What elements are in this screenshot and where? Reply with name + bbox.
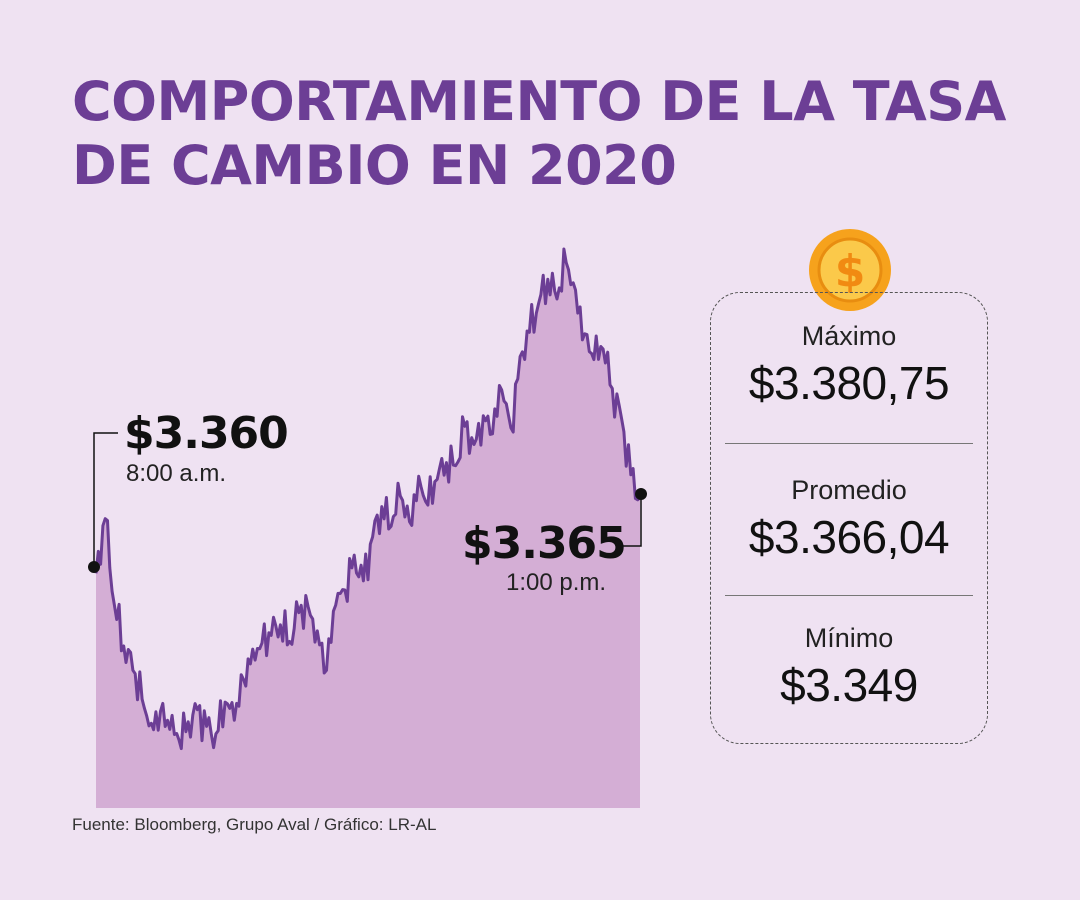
source-note: Fuente: Bloomberg, Grupo Aval / Gráfico:… [72,815,437,834]
svg-text:$: $ [835,246,866,297]
divider-2 [725,595,973,596]
end-leader-line [620,494,642,547]
stat-max-value: $3.380,75 [748,357,950,409]
stats-box: Máximo $3.380,75 Promedio $3.366,04 Míni… [710,292,988,744]
start-leader-line [93,432,118,567]
end-point [635,488,647,500]
divider-1 [725,443,973,444]
stat-avg-value: $3.366,04 [748,511,950,563]
stat-min-label: Mínimo [804,623,894,653]
title-line-1: COMPORTAMIENTO DE LA TASA [72,70,1006,133]
title-line-2: DE CAMBIO EN 2020 [72,134,677,197]
stat-max: Máximo $3.380,75 [711,321,987,410]
start-time-label: 8:00 a.m. [126,460,227,487]
stat-max-label: Máximo [801,321,897,351]
start-point [88,561,100,573]
stat-min: Mínimo $3.349 [711,623,987,712]
dollar-coin-icon: $ [809,229,891,311]
stat-avg: Promedio $3.366,04 [711,475,987,564]
stat-min-value: $3.349 [780,659,918,711]
end-value-label: $3.365 [462,518,627,569]
end-time-label: 1:00 p.m. [506,569,607,596]
series-line [94,247,642,751]
page-title: COMPORTAMIENTO DE LA TASA DE CAMBIO EN 2… [72,70,1032,198]
stat-avg-label: Promedio [791,475,907,505]
start-value-label: $3.360 [124,408,289,459]
area-fill [96,249,640,808]
